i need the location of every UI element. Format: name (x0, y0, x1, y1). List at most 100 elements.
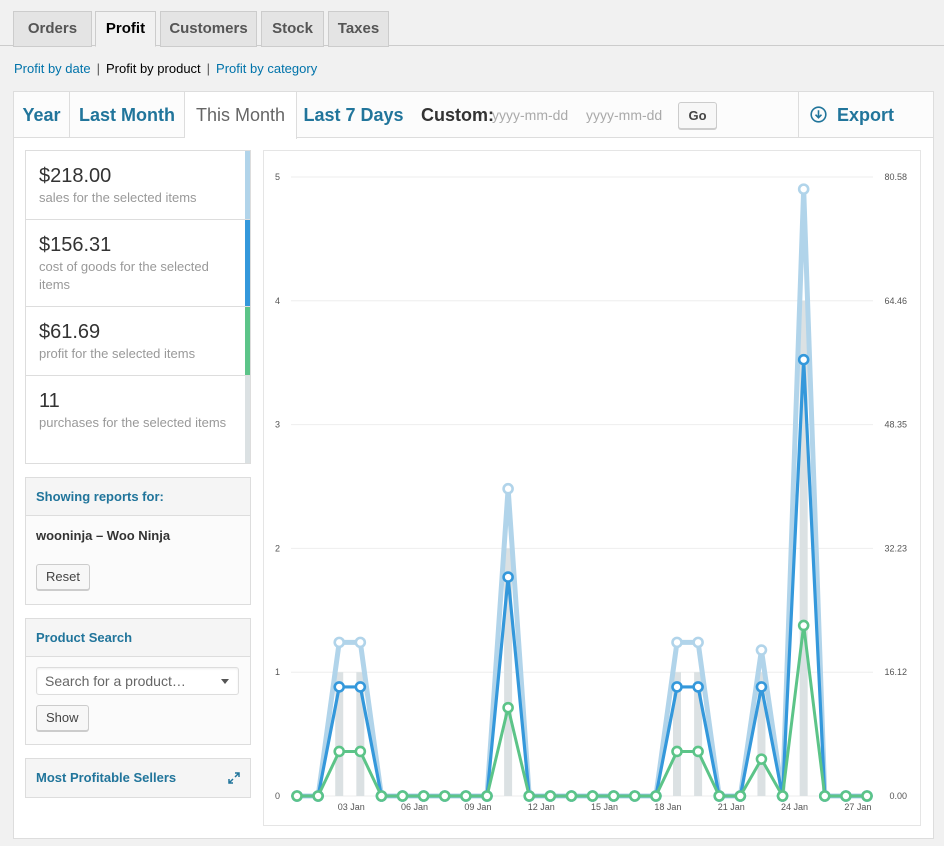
y-right-tick-label: 80.58 (884, 172, 907, 182)
profit-data-point (797, 619, 810, 632)
profit-data-point (861, 790, 873, 802)
expand-icon[interactable] (228, 772, 240, 784)
x-tick-label: 06 Jan (401, 802, 428, 812)
widget-title[interactable]: Product Search (26, 619, 250, 657)
tab-taxes[interactable]: Taxes (328, 11, 389, 47)
legend-color-strip (245, 220, 250, 306)
purchases-bar (356, 672, 365, 796)
y-right-tick-label: 32.23 (884, 543, 907, 553)
separator: | (206, 61, 211, 76)
sales-data-point (333, 636, 346, 649)
start-date-input[interactable] (492, 103, 574, 127)
legend-color-strip (245, 307, 250, 375)
range-last-month[interactable]: Last Month (70, 92, 185, 138)
product-search-select[interactable]: Search for a product… (36, 667, 239, 695)
widget-title[interactable]: Most Profitable Sellers (26, 759, 250, 797)
profit-data-point (333, 745, 346, 758)
product-search-widget: Product Search Search for a product… Sho… (25, 618, 251, 745)
end-date-input[interactable] (586, 103, 668, 127)
legend-profit[interactable]: $61.69 profit for the selected items (26, 307, 250, 376)
show-button[interactable]: Show (36, 705, 89, 731)
range-this-month[interactable]: This Month (185, 92, 297, 139)
legend-amount: 11 (39, 390, 60, 412)
legend-purchases[interactable]: 11 purchases for the selected items (26, 376, 250, 463)
x-tick-label: 09 Jan (464, 802, 491, 812)
legend-amount: $61.69 (39, 321, 101, 343)
report-nav-tabs: Orders Profit Customers Stock Taxes (0, 0, 944, 47)
cost-data-point (755, 681, 768, 693)
profit-data-point (502, 701, 514, 714)
x-tick-label: 12 Jan (528, 802, 555, 812)
legend-description: profit for the selected items (39, 346, 196, 361)
cost-data-point (354, 681, 367, 693)
purchases-bar (335, 672, 344, 796)
chevron-down-icon (221, 679, 229, 684)
sub-navigation: Profit by date | Profit by product | Profit … (14, 60, 317, 78)
tab-stock[interactable]: Stock (261, 11, 324, 47)
y-left-tick-label: 0 (275, 791, 280, 801)
profit-data-point (776, 790, 789, 802)
cost-data-point (671, 681, 683, 693)
legend-description: cost of goods for the selected items (39, 259, 209, 292)
legend-sales[interactable]: $218.00 sales for the selected items (26, 151, 250, 220)
profit-series-line (297, 623, 867, 798)
most-profitable-title: Most Profitable Sellers (36, 770, 177, 785)
go-button[interactable]: Go (678, 102, 717, 129)
profit-data-point (523, 790, 536, 802)
y-right-tick-label: 0.00 (889, 791, 907, 801)
profit-data-point (438, 790, 451, 802)
y-left-tick-label: 4 (275, 296, 280, 306)
widget-title: Showing reports for: (26, 478, 250, 516)
y-right-tick-label: 48.35 (884, 420, 907, 430)
profit-data-point (354, 745, 367, 758)
y-left-tick-label: 3 (275, 420, 280, 430)
link-profit-by-date[interactable]: Profit by date (14, 61, 91, 76)
tab-profit[interactable]: Profit (95, 11, 156, 47)
profit-chart: 0 1 2 3 4 5 0.00 16.12 32.23 48.35 64.46 80.58 03 Ja… (263, 150, 921, 826)
x-tick-label: 15 Jan (591, 802, 618, 812)
separator: | (96, 61, 100, 76)
export-csv-button[interactable]: Export CSV (798, 92, 933, 171)
custom-range-label: Custom: (421, 105, 494, 125)
profit-data-point (481, 790, 493, 802)
tab-customers[interactable]: Customers (160, 11, 257, 47)
profit-data-point (692, 745, 704, 758)
profit-data-point (565, 790, 578, 802)
profit-data-point (818, 790, 831, 802)
link-profit-by-product[interactable]: Profit by product (106, 61, 201, 76)
sales-data-point (671, 636, 683, 649)
sales-data-point (797, 183, 810, 195)
chart-canvas: 0 1 2 3 4 5 0.00 16.12 32.23 48.35 64.46 80.58 03 Ja… (275, 172, 907, 812)
cost-data-point (797, 353, 810, 366)
y-right-tick-label: 16.12 (884, 667, 907, 677)
date-range-bar: Year Last Month This Month Last 7 Days C… (14, 92, 933, 171)
cost-data-point (502, 571, 514, 583)
y-left-tick-label: 2 (275, 543, 280, 553)
profit-data-point (586, 790, 599, 802)
profit-data-point (460, 790, 472, 802)
range-last-7-days[interactable]: Last 7 Days (303, 105, 404, 125)
x-tick-label: 03 Jan (338, 802, 365, 812)
purchases-bar (673, 672, 681, 796)
profit-data-point (375, 790, 388, 802)
sales-data-point (755, 644, 768, 656)
link-profit-by-category[interactable]: Profit by category (216, 61, 318, 76)
range-year[interactable]: Year (14, 92, 70, 138)
x-tick-label: 18 Jan (654, 802, 681, 812)
sales-data-point (354, 636, 367, 649)
profit-data-point (713, 790, 726, 802)
report-panel: Year Last Month This Month Last 7 Days C… (13, 91, 934, 839)
product-search-placeholder: Search for a product… (45, 673, 186, 689)
purchases-bar (504, 548, 513, 796)
legend-color-strip (245, 151, 250, 219)
sales-data-point (692, 636, 704, 649)
reset-button[interactable]: Reset (36, 564, 90, 590)
legend-cost[interactable]: $156.31 cost of goods for the selected i… (26, 220, 250, 307)
chart-legend: $218.00 sales for the selected items $15… (25, 150, 251, 464)
profit-data-point (607, 790, 620, 802)
profit-data-point (755, 753, 768, 765)
profit-data-point (628, 790, 641, 802)
profit-data-point (396, 790, 409, 802)
most-profitable-widget[interactable]: Most Profitable Sellers (25, 758, 251, 798)
tab-orders[interactable]: Orders (13, 11, 92, 47)
